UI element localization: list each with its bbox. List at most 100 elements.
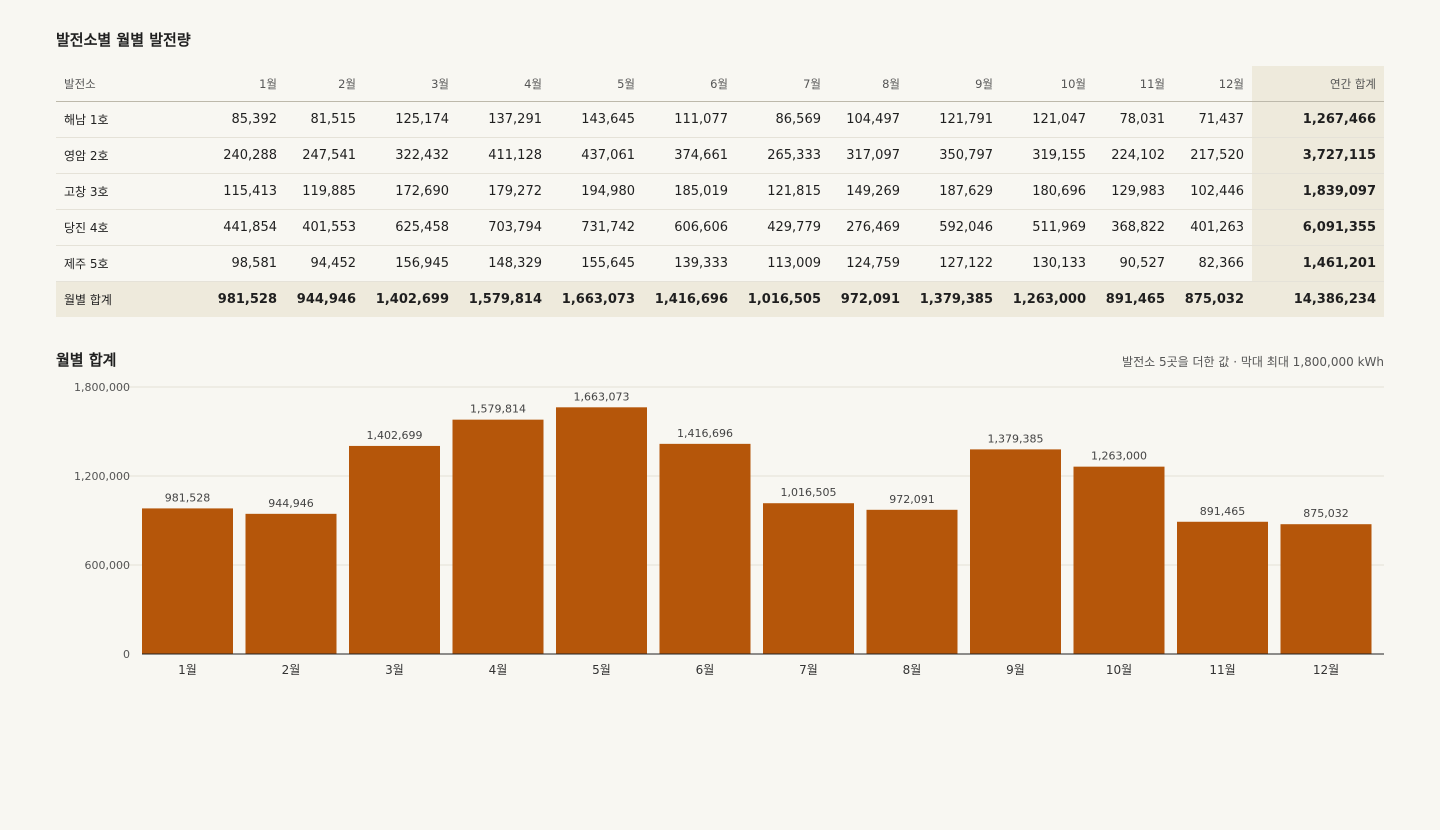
column-header-month: 5월	[550, 66, 643, 102]
month-value-cell: 94,452	[285, 245, 364, 282]
bar	[142, 508, 233, 654]
bar-value-label: 1,402,699	[367, 429, 423, 442]
bar	[1280, 524, 1372, 654]
month-value-cell: 115,413	[194, 173, 285, 210]
month-value-cell: 121,791	[908, 101, 1001, 138]
month-value-cell: 127,122	[908, 245, 1001, 282]
annual-total-cell: 6,091,355	[1252, 209, 1384, 246]
bar	[452, 419, 544, 654]
x-tick-label: 4월	[489, 663, 508, 677]
bar-value-label: 972,091	[889, 493, 935, 506]
month-value-cell: 247,541	[285, 137, 364, 174]
month-value-cell: 172,690	[364, 173, 457, 210]
bar-value-label: 1,263,000	[1091, 450, 1147, 463]
plant-name-cell: 당진 4호	[56, 209, 194, 246]
month-value-cell: 401,263	[1173, 209, 1252, 246]
x-tick-label: 12월	[1313, 663, 1339, 677]
annual-total-cell: 14,386,234	[1252, 281, 1384, 317]
bar	[659, 443, 751, 654]
annual-total-cell: 3,727,115	[1252, 137, 1384, 174]
column-header-month: 8월	[829, 66, 908, 102]
month-value-cell: 441,854	[194, 209, 285, 246]
x-tick-label: 10월	[1106, 663, 1132, 677]
month-value-cell: 81,515	[285, 101, 364, 138]
column-header-month: 12월	[1173, 66, 1252, 102]
month-value-cell: 121,047	[1001, 101, 1094, 138]
bar-value-label: 1,016,505	[781, 486, 837, 499]
month-value-cell: 981,528	[194, 281, 285, 317]
month-value-cell: 731,742	[550, 209, 643, 246]
bar	[245, 513, 337, 654]
monthly-sum-row: 월별 합계 981,528 944,946 1,402,699 1,579,814 1,6…	[56, 281, 1384, 317]
month-value-cell: 129,983	[1094, 173, 1173, 210]
table-row: 당진 4호 441,854 401,553 625,458 703,794 731,742…	[56, 209, 1384, 246]
month-value-cell: 82,366	[1173, 245, 1252, 282]
y-tick-label: 600,000	[85, 559, 131, 572]
month-value-cell: 187,629	[908, 173, 1001, 210]
month-value-cell: 90,527	[1094, 245, 1173, 282]
month-value-cell: 137,291	[457, 101, 550, 138]
month-value-cell: 194,980	[550, 173, 643, 210]
month-value-cell: 113,009	[736, 245, 829, 282]
month-value-cell: 98,581	[194, 245, 285, 282]
annual-total-cell: 1,839,097	[1252, 173, 1384, 210]
bar-value-label: 891,465	[1200, 505, 1246, 518]
bar	[763, 503, 854, 654]
month-value-cell: 322,432	[364, 137, 457, 174]
month-value-cell: 78,031	[1094, 101, 1173, 138]
column-header-month: 10월	[1001, 66, 1094, 102]
y-tick-label: 1,800,000	[74, 381, 130, 394]
month-value-cell: 155,645	[550, 245, 643, 282]
x-tick-label: 2월	[282, 663, 301, 677]
bar	[556, 407, 647, 654]
month-value-cell: 85,392	[194, 101, 285, 138]
month-value-cell: 148,329	[457, 245, 550, 282]
chart-title: 월별 합계	[56, 351, 117, 369]
month-value-cell: 592,046	[908, 209, 1001, 246]
x-tick-label: 11월	[1209, 663, 1235, 677]
month-value-cell: 180,696	[1001, 173, 1094, 210]
x-tick-label: 9월	[1006, 663, 1025, 677]
plant-name-cell: 월별 합계	[56, 281, 194, 317]
bar-value-label: 1,379,385	[988, 432, 1044, 445]
month-value-cell: 125,174	[364, 101, 457, 138]
x-tick-label: 8월	[903, 663, 922, 677]
month-value-cell: 350,797	[908, 137, 1001, 174]
month-value-cell: 102,446	[1173, 173, 1252, 210]
month-value-cell: 139,333	[643, 245, 736, 282]
bar	[866, 509, 958, 654]
y-tick-label: 0	[123, 648, 130, 661]
month-value-cell: 217,520	[1173, 137, 1252, 174]
column-header-month: 3월	[364, 66, 457, 102]
month-value-cell: 319,155	[1001, 137, 1094, 174]
generation-table: 발전소 1월 2월 3월 4월 5월 6월 7월 8월 9월 10월 11월 1…	[56, 66, 1384, 317]
table-row: 영암 2호 240,288 247,541 322,432 411,128 437,061…	[56, 137, 1384, 174]
month-value-cell: 1,379,385	[908, 281, 1001, 317]
month-value-cell: 156,945	[364, 245, 457, 282]
month-value-cell: 121,815	[736, 173, 829, 210]
month-value-cell: 111,077	[643, 101, 736, 138]
month-value-cell: 71,437	[1173, 101, 1252, 138]
column-header-plant: 발전소	[56, 66, 194, 102]
month-value-cell: 143,645	[550, 101, 643, 138]
month-value-cell: 1,416,696	[643, 281, 736, 317]
month-value-cell: 130,133	[1001, 245, 1094, 282]
table-header-row: 발전소 1월 2월 3월 4월 5월 6월 7월 8월 9월 10월 11월 1…	[56, 66, 1384, 102]
table-title: 발전소별 월별 발전량	[56, 31, 191, 49]
bar-value-label: 1,579,814	[470, 403, 526, 416]
chart-note: 발전소 5곳을 더한 값 · 막대 최대 1,800,000 kWh	[1122, 355, 1384, 369]
bar-value-label: 944,946	[268, 497, 314, 510]
month-value-cell: 511,969	[1001, 209, 1094, 246]
month-value-cell: 875,032	[1173, 281, 1252, 317]
y-tick-label: 1,200,000	[74, 470, 130, 483]
annual-total-cell: 1,461,201	[1252, 245, 1384, 282]
month-value-cell: 411,128	[457, 137, 550, 174]
x-tick-label: 5월	[592, 663, 611, 677]
month-value-cell: 1,263,000	[1001, 281, 1094, 317]
x-tick-label: 7월	[799, 663, 818, 677]
table-row: 고창 3호 115,413 119,885 172,690 179,272 194,980…	[56, 173, 1384, 210]
month-value-cell: 149,269	[829, 173, 908, 210]
month-value-cell: 265,333	[736, 137, 829, 174]
month-value-cell: 276,469	[829, 209, 908, 246]
